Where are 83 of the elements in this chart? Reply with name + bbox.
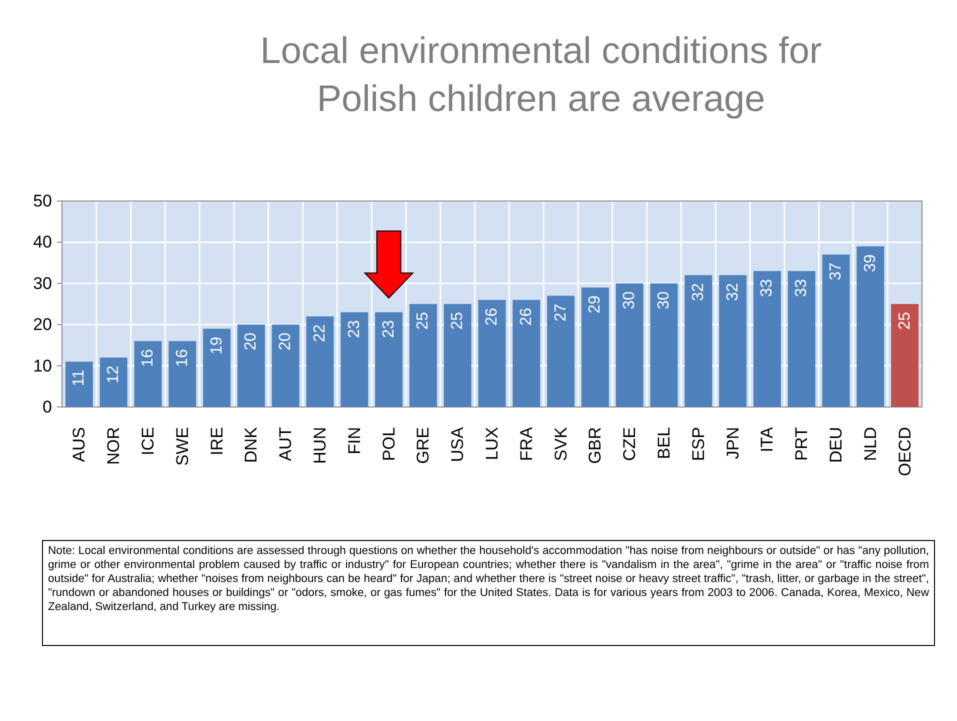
data-label: 23 [346,320,363,338]
bar [616,283,644,407]
data-label: 16 [140,348,156,367]
x-tick-label: PRT [792,427,812,461]
data-label: 33 [793,278,810,297]
data-label: 22 [312,324,328,342]
x-tick-label: FIN [344,427,364,454]
bar [272,324,300,407]
bar [306,316,334,407]
x-tick-label: AUT [276,427,296,461]
bar [512,300,540,407]
y-tick-label: 20 [33,315,52,334]
bar [203,328,231,407]
bar [237,324,265,407]
x-tick-label: IRE [207,427,226,456]
data-label: 29 [586,295,604,314]
x-tick-label: NOR [104,427,124,465]
x-tick-label: SVK [551,426,570,462]
bar [891,304,919,407]
x-tick-label: NLD [860,427,880,462]
x-tick-label: OECD [895,427,914,476]
bar [409,304,437,407]
data-label: 20 [277,332,294,350]
bar [753,271,781,407]
bar [134,341,162,407]
bar [822,254,850,407]
x-tick-label: CZE [620,427,640,461]
x-tick-label: ICE [138,427,158,456]
data-label: 33 [758,278,776,297]
data-label: 25 [449,312,466,330]
x-tick-label: DNK [242,426,261,463]
data-label: 32 [724,283,742,301]
text: Note: Local environmental conditions are assessed through questions on whether the household's accommodation "has noise from neighbours or outside" or has "any pollution, grime or other environmental problem caused by traffic or industry" for European countries; whether there is "vandalism in the area", "grime in the area" or "traffic noise from outside" for Australia; whether "noises from neighbours can be heard" for Japan; and whether there is "street noise or heavy street traffic", "trash, litter, or garbage in the street", "rundown or abandoned houses or buildings" or "odors, smoke, or gas fumes" for the United States. Data is for various years from 2003 to 2006. Canada, Korea, Mexico, New Zealand, Switzerland, and Turkey are missing. [42,540,935,646]
data-label: 30 [621,291,638,310]
bar [168,341,196,407]
data-label: 23 [380,320,398,338]
data-label: 20 [242,332,260,350]
x-tick-label: GBR [586,427,605,464]
x-tick-label: ITA [758,426,777,452]
bar [375,312,403,407]
bar [719,275,747,407]
data-label: 39 [862,254,879,272]
data-label: 30 [656,291,672,310]
x-tick-label: FRA [516,426,536,461]
data-label: 32 [690,283,707,301]
bar [650,283,678,407]
x-tick-label: POL [379,427,398,462]
x-tick-label: DEU [826,427,846,463]
x-tick-label: ESP [688,427,708,462]
bar [100,358,128,407]
y-tick-label: 50 [33,192,52,210]
y-tick-label: 30 [33,274,52,293]
data-label: 16 [174,348,191,367]
bar [340,312,368,407]
data-label: 12 [105,365,122,384]
x-tick-label: GRE [414,427,433,464]
data-label: 11 [70,370,88,386]
data-label: 25 [414,312,432,330]
x-tick-label: USA [448,426,468,462]
x-tick-label: LUX [482,427,502,460]
bar [684,275,712,407]
x-tick-label: SWE [172,427,192,466]
y-tick-label: 10 [33,356,52,376]
x-tick-label: HUN [310,427,330,464]
bar [856,246,884,407]
bar [581,288,609,407]
x-tick-label: AUS [70,427,89,462]
bar [788,271,816,407]
x-tick-label: JPN [723,427,742,460]
data-label: 19 [208,336,226,355]
y-tick-label: 40 [33,232,52,252]
data-label: 27 [552,304,570,322]
bar [444,304,472,407]
chart-title: Local environmental conditions for Polish children are average [260,30,822,119]
data-label: 26 [518,308,535,326]
data-label: 37 [828,262,844,280]
data-label: 26 [484,308,500,326]
x-tick-label: BEL [654,427,674,460]
bar [65,362,93,407]
bar [478,300,506,407]
y-tick-label: 0 [42,398,52,416]
data-label: 25 [896,312,914,330]
bar [547,296,575,407]
